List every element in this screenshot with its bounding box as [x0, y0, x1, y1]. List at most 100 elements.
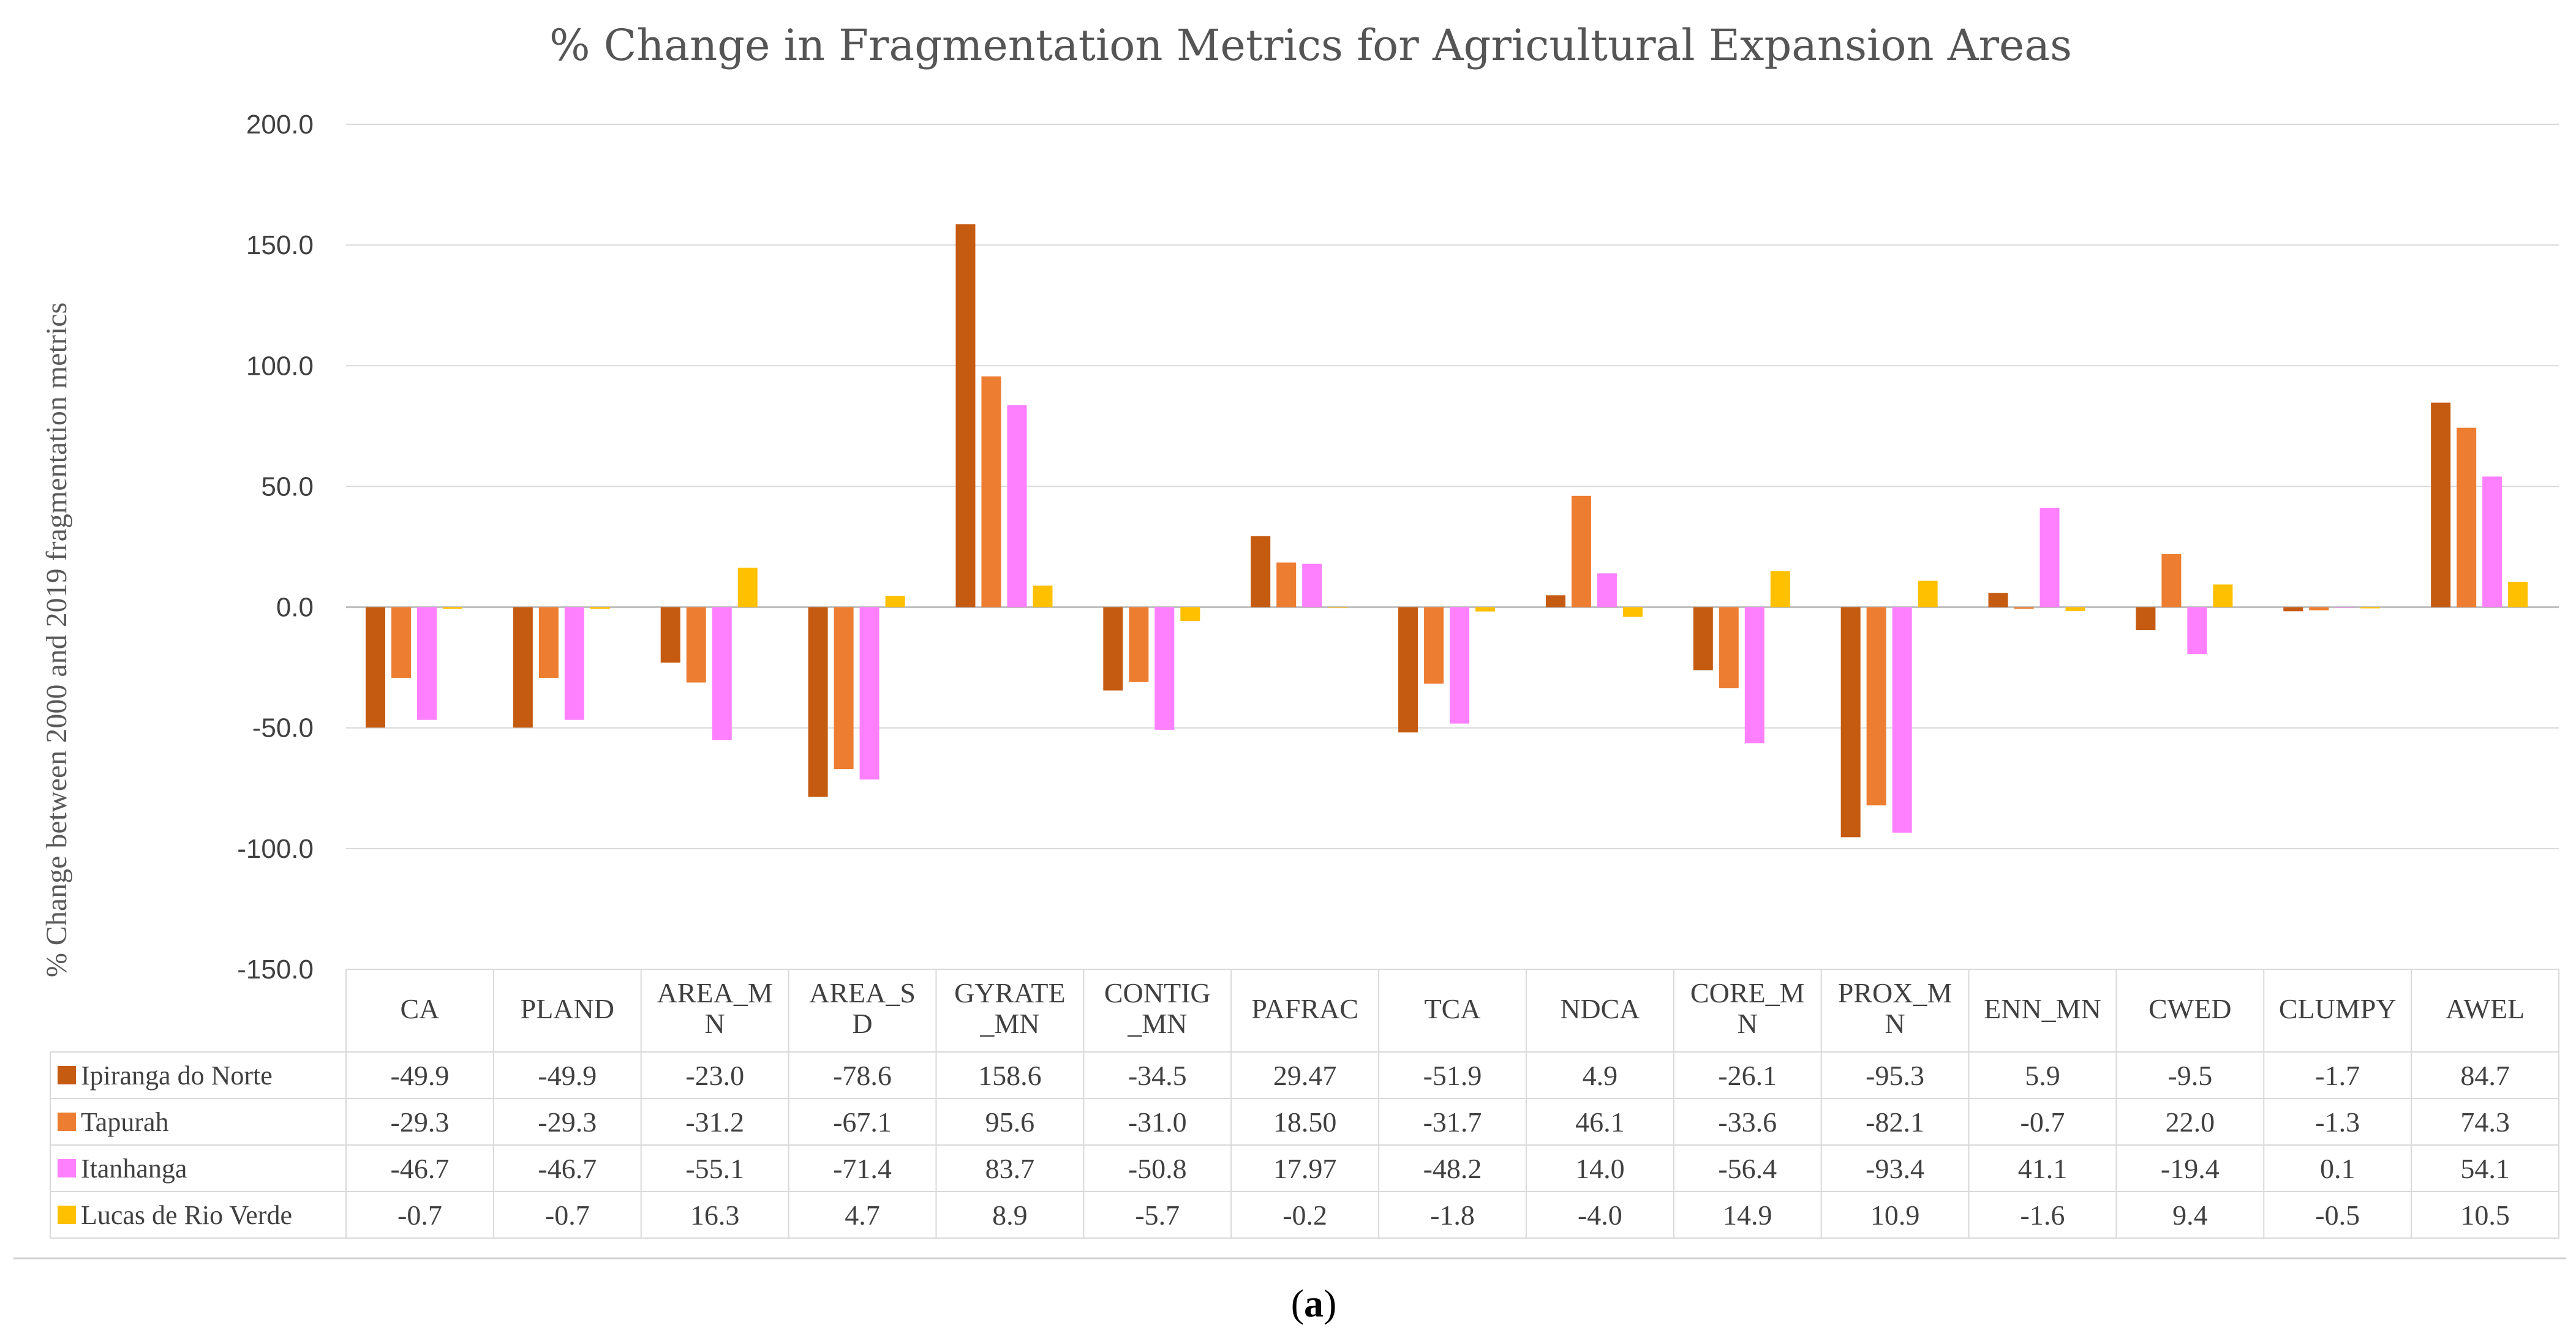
- table-cell-value: -34.5: [1128, 1060, 1187, 1091]
- table-cell-value: -1.8: [1430, 1200, 1475, 1231]
- bar-tapurah: [2014, 607, 2034, 609]
- bar-tapurah: [2457, 427, 2477, 607]
- bar-itanhanga: [2482, 476, 2503, 607]
- y-tick-label: -50.0: [252, 713, 314, 743]
- bar-lucas-de-rio-verde: [885, 596, 905, 607]
- table-cell-value: 9.4: [2172, 1200, 2208, 1231]
- bar-itanhanga: [859, 607, 879, 780]
- table-cell-value: 14.9: [1723, 1200, 1772, 1231]
- category-label: GYRATE _MN: [954, 977, 1065, 1039]
- bar-tapurah: [538, 607, 559, 678]
- table-cell-value: 14.0: [1575, 1153, 1625, 1184]
- table-cell-value: -1.6: [2021, 1200, 2065, 1231]
- table-cell-value: 158.6: [978, 1060, 1042, 1091]
- table-cell-value: -0.7: [2021, 1106, 2065, 1138]
- bar-tapurah: [834, 607, 854, 770]
- table-cell-value: -26.1: [1718, 1060, 1777, 1091]
- table-cell-value: -78.6: [833, 1060, 892, 1091]
- table-cell-value: 95.6: [985, 1106, 1035, 1138]
- bar-itanhanga: [2039, 508, 2060, 607]
- bar-ipiranga-do-norte: [366, 607, 385, 728]
- bar-itanhanga: [1450, 607, 1470, 724]
- category-label: CWED: [2149, 993, 2231, 1024]
- table-cell-value: -51.9: [1423, 1060, 1482, 1091]
- bar-ipiranga-do-norte: [1398, 607, 1418, 733]
- y-axis-ticks: -150.0 -100.0 -50.0 0.0 50.0 100.0 150.0 200.0: [237, 110, 314, 985]
- bar-tapurah: [2309, 607, 2329, 610]
- bar-lucas-de-rio-verde: [737, 568, 758, 607]
- y-tick-label: -150.0: [237, 955, 314, 985]
- legend-swatch: [58, 1206, 76, 1224]
- bar-ipiranga-do-norte: [513, 607, 533, 728]
- table-cell-value: -9.5: [2167, 1060, 2212, 1091]
- y-tick-label: -100.0: [237, 834, 314, 864]
- bar-ipiranga-do-norte: [1545, 595, 1565, 607]
- legend-label: Ipiranga do Norte: [81, 1061, 273, 1091]
- category-label: CONTIG _MN: [1104, 977, 1211, 1039]
- table-cell-value: -29.3: [391, 1106, 450, 1138]
- bar-lucas-de-rio-verde: [2508, 582, 2528, 607]
- table-cell-value: -31.2: [685, 1106, 744, 1138]
- bar-itanhanga: [2187, 607, 2207, 655]
- bar-ipiranga-do-norte: [1693, 607, 1713, 670]
- table-cell-value: 0.1: [2320, 1153, 2356, 1184]
- bar-itanhanga: [564, 607, 584, 720]
- bar-itanhanga: [1597, 573, 1617, 607]
- legend-label: Itanhanga: [81, 1154, 187, 1184]
- table-cell-value: -0.5: [2315, 1200, 2360, 1231]
- table-cell-value: 10.5: [2460, 1200, 2510, 1231]
- table-cell-value: -29.3: [538, 1106, 597, 1138]
- table-cell-value: -71.4: [833, 1153, 892, 1184]
- gridlines: [346, 124, 2559, 849]
- bar-lucas-de-rio-verde: [443, 607, 462, 609]
- bar-ipiranga-do-norte: [2431, 402, 2451, 607]
- table-cell-value: 4.7: [845, 1200, 880, 1231]
- y-tick-label: 150.0: [246, 230, 314, 260]
- category-label: PROX_M N: [1838, 977, 1953, 1039]
- category-label: AWEL: [2446, 993, 2525, 1024]
- category-label: TCA: [1425, 993, 1481, 1024]
- bar-ipiranga-do-norte: [1988, 593, 2008, 607]
- bar-ipiranga-do-norte: [1840, 607, 1861, 838]
- table-cell-value: 22.0: [2166, 1106, 2215, 1138]
- bar-itanhanga: [1302, 563, 1322, 607]
- table-cell-value: -1.7: [2315, 1060, 2360, 1091]
- bar-tapurah: [1276, 562, 1297, 607]
- table-cell-value: -19.4: [2161, 1153, 2220, 1184]
- y-tick-label: 200.0: [246, 110, 314, 140]
- table-cell-value: -0.2: [1282, 1200, 1327, 1231]
- bar-lucas-de-rio-verde: [1180, 607, 1200, 621]
- table-cell-value: -5.7: [1135, 1200, 1180, 1231]
- bar-ipiranga-do-norte: [1103, 607, 1123, 691]
- bar-tapurah: [981, 376, 1001, 607]
- bar-itanhanga: [1154, 607, 1175, 730]
- bar-lucas-de-rio-verde: [1622, 607, 1643, 617]
- data-table: CA PLAND AREA_M N AREA_S D GYRATE _MN CONTIG _MN P…: [50, 969, 2559, 1239]
- table-cell-value: -0.7: [397, 1200, 442, 1231]
- bars: [366, 224, 2528, 838]
- bar-tapurah: [2161, 554, 2182, 607]
- bar-itanhanga: [417, 607, 437, 720]
- table-cell-value: 17.97: [1273, 1153, 1337, 1184]
- table-cell-value: 5.9: [2025, 1060, 2060, 1091]
- table-cell-value: 74.3: [2460, 1106, 2510, 1138]
- category-label: PAFRAC: [1251, 993, 1358, 1024]
- table-cell-value: -1.3: [2315, 1106, 2360, 1138]
- table-cell-value: 18.50: [1273, 1106, 1337, 1138]
- table-cell-value: -67.1: [833, 1106, 892, 1138]
- bar-itanhanga: [712, 607, 732, 740]
- bar-itanhanga: [1744, 607, 1764, 743]
- table-cell-value: -55.1: [685, 1153, 744, 1184]
- table-cell-value: 16.3: [690, 1200, 740, 1231]
- bar-lucas-de-rio-verde: [1770, 571, 1790, 607]
- table-cell-value: -95.3: [1866, 1060, 1924, 1091]
- bar-lucas-de-rio-verde: [2360, 607, 2381, 609]
- table-cell-value: 84.7: [2460, 1060, 2510, 1091]
- legend-label: Tapurah: [81, 1107, 169, 1137]
- table-cell-value: -82.1: [1866, 1106, 1924, 1138]
- legend-swatch: [58, 1159, 76, 1177]
- table-cell-value: -46.7: [538, 1153, 597, 1184]
- table-cell-value: -50.8: [1128, 1153, 1187, 1184]
- bar-tapurah: [1866, 607, 1886, 806]
